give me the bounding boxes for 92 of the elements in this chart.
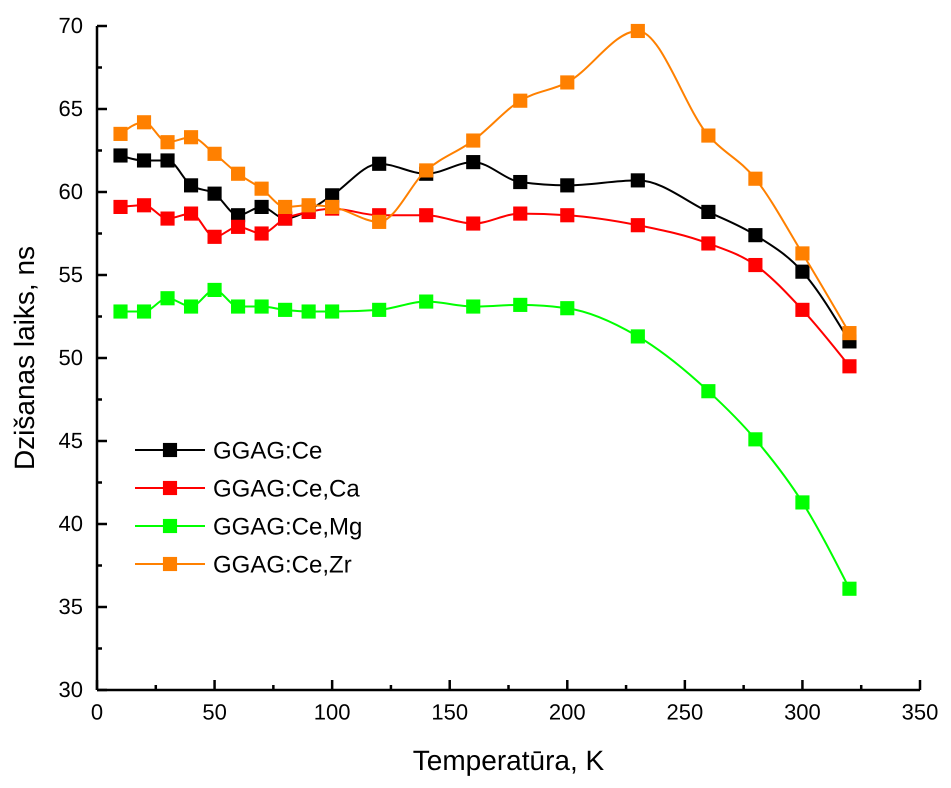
point (630, 24, 645, 38)
point (842, 582, 857, 596)
point (466, 299, 480, 314)
x-tick-label: 100 (314, 700, 350, 725)
point (302, 304, 316, 319)
x-tick-label: 50 (202, 700, 227, 725)
point (419, 208, 434, 222)
point (136, 304, 152, 319)
point (372, 302, 386, 317)
point (842, 326, 857, 340)
point (701, 384, 716, 398)
point (113, 200, 128, 214)
point (419, 294, 434, 309)
point (466, 155, 480, 170)
point (160, 135, 175, 150)
point (630, 173, 645, 188)
point (325, 304, 340, 319)
point (160, 153, 175, 168)
point (795, 246, 810, 260)
point (748, 228, 762, 242)
x-axis-title: Temperatūra, K (412, 745, 605, 776)
y-tick-label: 55 (58, 262, 83, 288)
point (184, 206, 198, 221)
x-tick-label: 200 (548, 700, 586, 725)
point (560, 301, 574, 316)
legend-label: GGAG:Ce,Ca (213, 475, 360, 502)
y-tick-label: 40 (58, 511, 83, 536)
y-axis-title: Dzišanas laiks, ns (9, 246, 40, 470)
y-tick-label: 70 (58, 13, 83, 38)
x-tick-label: 300 (784, 700, 821, 725)
y-tick-label: 50 (58, 345, 83, 370)
point (748, 172, 762, 186)
y-tick-label: 60 (58, 179, 83, 204)
x-tick-label: 350 (902, 700, 938, 725)
point (513, 174, 528, 190)
point (254, 299, 269, 314)
point (208, 230, 222, 244)
point (113, 126, 128, 141)
point (184, 299, 198, 314)
point (184, 178, 198, 192)
x-tick-label: 150 (431, 700, 468, 725)
y-tick-label: 65 (58, 96, 83, 122)
point (208, 146, 222, 161)
point (136, 153, 152, 168)
point (302, 198, 316, 212)
point (278, 200, 292, 214)
point (136, 198, 152, 212)
point (184, 130, 198, 144)
point (748, 432, 762, 446)
point (748, 258, 762, 272)
point (701, 204, 716, 219)
point (254, 200, 269, 214)
point (254, 182, 269, 196)
point (208, 282, 222, 298)
point (231, 220, 246, 234)
point (560, 75, 574, 90)
point (254, 226, 269, 241)
point (842, 359, 857, 374)
point (278, 302, 292, 317)
point (208, 186, 222, 201)
x-tick-label: 0 (90, 700, 104, 725)
point (560, 178, 574, 192)
point (419, 163, 434, 178)
legend-label: GGAG:Ce,Mg (213, 513, 362, 540)
point (466, 216, 480, 231)
point (160, 291, 175, 306)
y-tick-label: 35 (58, 594, 83, 620)
x-tick-label: 250 (666, 700, 704, 725)
point (231, 299, 246, 314)
point (795, 495, 810, 510)
legend-label: GGAG:Ce (213, 437, 322, 464)
point (113, 304, 128, 319)
point (701, 128, 716, 143)
point (372, 214, 386, 229)
y-tick-label: 30 (58, 677, 83, 702)
legend-label: GGAG:Ce,Zr (213, 551, 352, 578)
y-tick-label: 45 (58, 428, 83, 454)
point (513, 94, 528, 108)
point (372, 156, 386, 171)
point (513, 298, 528, 312)
point (701, 236, 716, 251)
point (560, 208, 574, 222)
point (795, 264, 810, 279)
point (630, 218, 645, 232)
point (795, 302, 810, 317)
point (231, 166, 246, 181)
point (136, 115, 152, 130)
point (466, 133, 480, 148)
point (160, 211, 175, 226)
point (630, 329, 645, 344)
point (113, 148, 128, 163)
point (513, 206, 528, 221)
